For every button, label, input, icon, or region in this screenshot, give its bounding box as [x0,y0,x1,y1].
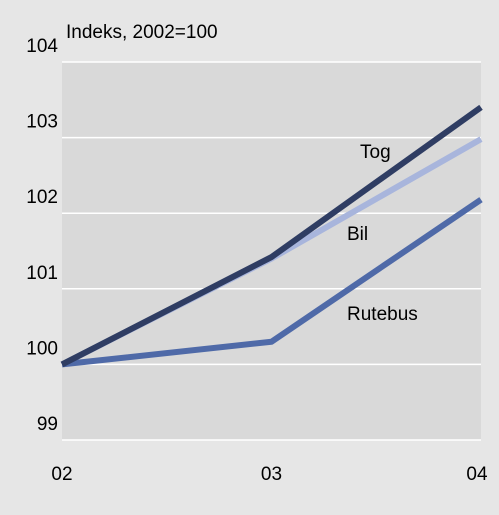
y-tick-label: 103 [26,112,58,133]
series-label-bil: Bil [347,224,368,245]
y-axis-ticks: 99 100 101 102 103 104 [26,36,58,435]
y-tick-label: 100 [26,338,58,359]
y-tick-label: 99 [37,414,58,435]
x-tick-label: 02 [51,464,72,485]
series-labels: Tog Bil Rutebus [347,142,418,325]
x-tick-label: 03 [261,464,282,485]
series-label-tog: Tog [360,142,391,163]
y-axis-title: Indeks, 2002=100 [66,22,218,43]
x-tick-label: 04 [466,464,488,485]
x-axis-ticks: 02 03 04 [51,464,488,485]
series-line-tog [60,104,483,368]
plot-area [62,62,481,440]
series-lines [60,104,483,368]
gridlines [62,61,481,441]
y-tick-label: 101 [26,263,58,284]
y-tick-label: 104 [26,36,58,57]
series-label-rutebus: Rutebus [347,304,418,325]
series-line-rutebus [61,197,483,368]
y-tick-label: 102 [26,187,58,208]
